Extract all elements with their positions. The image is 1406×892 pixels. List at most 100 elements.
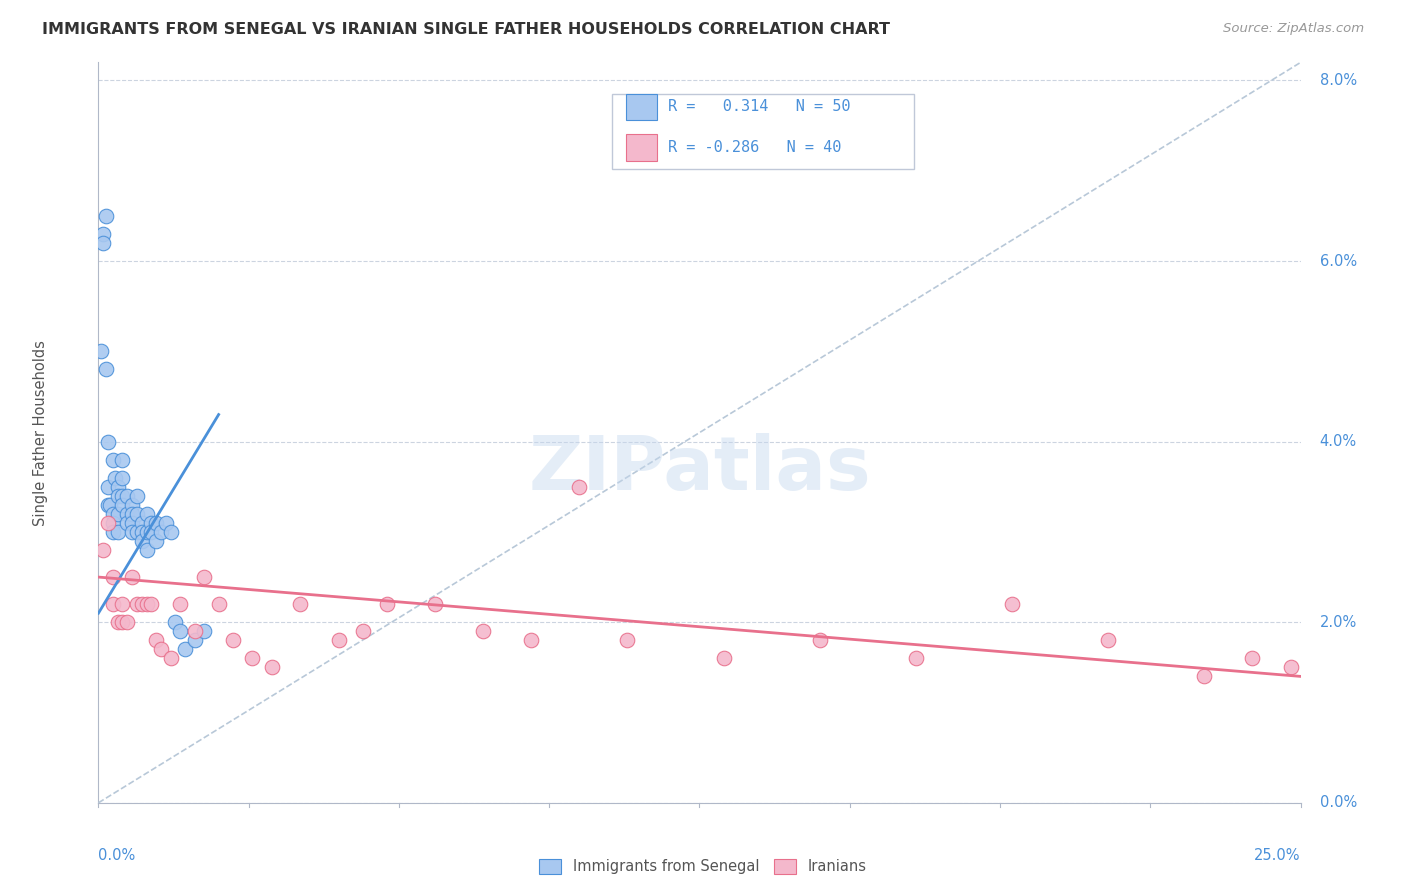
Point [107, 480, 129, 494]
Point [260, 660, 283, 674]
Point [121, 498, 143, 512]
Point [121, 507, 143, 521]
Point [145, 533, 167, 548]
Text: ZIPatlas: ZIPatlas [529, 434, 870, 506]
Point [97, 480, 120, 494]
Point [111, 489, 134, 503]
Point [174, 642, 197, 657]
Point [111, 452, 134, 467]
Point [131, 524, 153, 539]
Point [1194, 669, 1216, 683]
Point [121, 524, 143, 539]
Point [169, 597, 191, 611]
Point [1097, 633, 1119, 648]
Point [90, 344, 112, 359]
Point [568, 480, 591, 494]
Point [101, 516, 124, 530]
Point [125, 597, 148, 611]
Text: 8.0%: 8.0% [1320, 73, 1357, 88]
Point [91, 227, 114, 241]
Point [135, 507, 157, 521]
Point [135, 524, 157, 539]
Point [101, 452, 124, 467]
Point [135, 543, 157, 558]
Point [713, 651, 735, 665]
Point [183, 633, 205, 648]
Point [149, 524, 172, 539]
Point [616, 633, 638, 648]
Point [117, 516, 139, 530]
Point [328, 633, 350, 648]
Point [97, 516, 120, 530]
Point [117, 615, 139, 630]
Point [208, 597, 231, 611]
Point [145, 633, 167, 648]
Point [97, 498, 120, 512]
Point [101, 597, 124, 611]
Point [131, 516, 153, 530]
Point [131, 597, 153, 611]
Point [117, 489, 139, 503]
Point [240, 651, 263, 665]
Point [94, 362, 117, 376]
Point [145, 516, 167, 530]
Point [1001, 597, 1024, 611]
Point [520, 633, 543, 648]
Text: 2.0%: 2.0% [1320, 615, 1357, 630]
Point [904, 651, 927, 665]
Point [352, 624, 374, 639]
Point [193, 624, 215, 639]
Point [91, 235, 114, 250]
Point [472, 624, 495, 639]
Point [107, 489, 129, 503]
Text: R =   0.314   N = 50: R = 0.314 N = 50 [668, 99, 851, 113]
Point [141, 597, 163, 611]
Text: 4.0%: 4.0% [1320, 434, 1357, 450]
Point [141, 516, 163, 530]
Point [97, 434, 120, 449]
Point [159, 524, 181, 539]
Point [107, 524, 129, 539]
Point [121, 570, 143, 584]
Point [111, 615, 134, 630]
Point [125, 524, 148, 539]
Point [222, 633, 245, 648]
Point [141, 524, 163, 539]
Point [375, 597, 398, 611]
Point [290, 597, 312, 611]
Point [111, 498, 134, 512]
Point [193, 570, 215, 584]
Point [155, 516, 177, 530]
Text: 0.0%: 0.0% [98, 848, 135, 863]
Legend: Immigrants from Senegal, Iranians: Immigrants from Senegal, Iranians [534, 853, 872, 880]
Point [101, 570, 124, 584]
Text: Source: ZipAtlas.com: Source: ZipAtlas.com [1223, 22, 1364, 36]
Point [107, 507, 129, 521]
Text: 6.0%: 6.0% [1320, 253, 1357, 268]
Point [165, 615, 187, 630]
Point [107, 615, 129, 630]
Text: 25.0%: 25.0% [1254, 848, 1301, 863]
Point [1279, 660, 1302, 674]
Point [149, 642, 172, 657]
Text: Single Father Households: Single Father Households [34, 340, 48, 525]
Point [121, 516, 143, 530]
Point [117, 507, 139, 521]
Point [131, 533, 153, 548]
Point [101, 524, 124, 539]
Point [125, 489, 148, 503]
Text: IMMIGRANTS FROM SENEGAL VS IRANIAN SINGLE FATHER HOUSEHOLDS CORRELATION CHART: IMMIGRANTS FROM SENEGAL VS IRANIAN SINGL… [42, 22, 890, 37]
Point [91, 543, 114, 558]
Point [169, 624, 191, 639]
Point [104, 471, 127, 485]
Point [159, 651, 181, 665]
Point [1241, 651, 1264, 665]
Text: 0.0%: 0.0% [1320, 796, 1357, 810]
Point [125, 507, 148, 521]
Point [111, 597, 134, 611]
Point [808, 633, 831, 648]
Point [101, 507, 124, 521]
Point [100, 498, 122, 512]
Point [135, 597, 157, 611]
Point [94, 209, 117, 223]
